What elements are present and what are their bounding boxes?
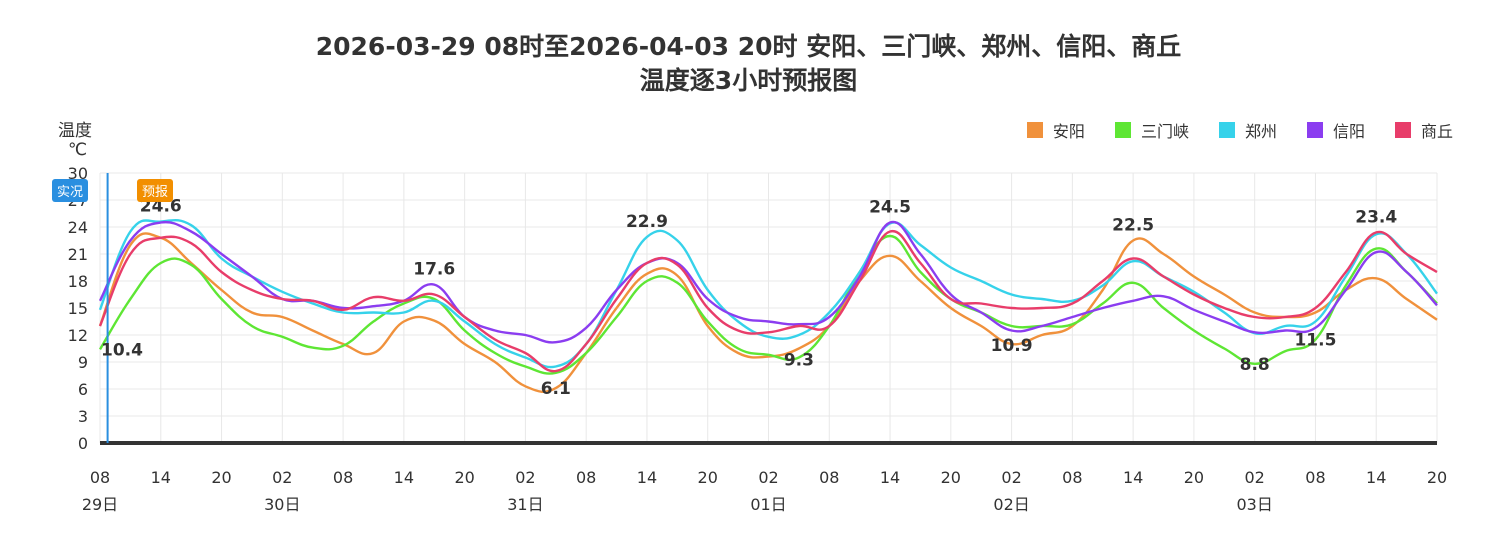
legend-swatch: [1394, 122, 1411, 138]
y-tick-label: 12: [68, 326, 88, 345]
x-day-label: 30日: [264, 495, 300, 514]
data-label: 10.4: [101, 340, 143, 360]
x-tick-label: 08: [1305, 468, 1325, 487]
chart-title-line2: 温度逐3小时预报图: [639, 66, 858, 95]
forecast-badge: 预报: [137, 179, 174, 202]
x-tick-label: 08: [333, 468, 353, 487]
y-tick-label: 24: [68, 218, 88, 237]
legend-label: 商丘: [1420, 122, 1453, 141]
data-label: 10.9: [991, 336, 1033, 356]
x-tick-label: 20: [454, 468, 474, 487]
y-tick-label: 30: [68, 164, 88, 183]
observed-badge: 实况: [52, 179, 89, 202]
y-tick-label: 21: [68, 245, 88, 264]
x-tick-label: 02: [515, 468, 535, 487]
legend-item[interactable]: 郑州: [1218, 118, 1277, 142]
x-tick-label: 14: [637, 468, 657, 487]
legend-label: 三门峡: [1140, 122, 1189, 141]
x-tick-label: 02: [1245, 468, 1265, 487]
y-axis-label: 温度: [58, 121, 92, 141]
x-tick-label: 02: [758, 468, 778, 487]
data-label: 22.9: [626, 212, 668, 232]
x-tick-label: 14: [394, 468, 414, 487]
y-tick-label: 0: [78, 434, 88, 453]
legend-label: 信阳: [1332, 122, 1365, 141]
x-day-label: 31日: [507, 495, 543, 514]
y-tick-label: 15: [68, 299, 88, 318]
data-label: 24.5: [869, 198, 911, 218]
data-label: 6.1: [541, 379, 571, 399]
legend-item[interactable]: 商丘: [1394, 118, 1453, 142]
y-tick-label: 18: [68, 272, 88, 291]
x-tick-label: 20: [211, 468, 231, 487]
data-label: 22.5: [1112, 216, 1154, 236]
y-axis-unit: ℃: [68, 140, 88, 160]
y-tick-label: 3: [78, 407, 88, 426]
data-label: 17.6: [413, 260, 455, 280]
x-tick-label: 20: [698, 468, 718, 487]
x-tick-label: 20: [941, 468, 961, 487]
y-tick-label: 6: [78, 380, 88, 399]
legend-item[interactable]: 三门峡: [1114, 118, 1189, 142]
data-label: 9.3: [784, 350, 814, 370]
x-tick-label: 08: [819, 468, 839, 487]
legend-swatch: [1114, 122, 1131, 138]
x-tick-label: 14: [151, 468, 171, 487]
chart-title-line1: 2026-03-29 08时至2026-04-03 20时 安阳、三门峡、郑州、…: [315, 32, 1182, 61]
legend-swatch: [1026, 122, 1043, 138]
x-day-label: 03日: [1236, 495, 1272, 514]
x-tick-label: 20: [1184, 468, 1204, 487]
x-tick-label: 08: [576, 468, 596, 487]
y-tick-label: 9: [78, 353, 88, 372]
data-label: 8.8: [1240, 355, 1270, 375]
series-line-安阳: [98, 232, 1438, 394]
data-label: 11.5: [1294, 331, 1336, 351]
legend-swatch: [1306, 122, 1323, 138]
legend: 安阳 三门峡 郑州 信阳 商丘: [1026, 118, 1453, 142]
x-tick-label: 14: [880, 468, 900, 487]
x-tick-label: 20: [1427, 468, 1447, 487]
series-line-三门峡: [98, 234, 1438, 375]
x-day-label: 02日: [993, 495, 1029, 514]
legend-item[interactable]: 安阳: [1026, 118, 1085, 142]
legend-item[interactable]: 信阳: [1306, 118, 1365, 142]
x-tick-label: 02: [272, 468, 292, 487]
legend-label: 郑州: [1244, 122, 1277, 141]
legend-label: 安阳: [1052, 122, 1085, 141]
data-label: 23.4: [1355, 207, 1397, 227]
x-day-label: 01日: [750, 495, 786, 514]
x-tick-label: 02: [1001, 468, 1021, 487]
series-line-商丘: [98, 230, 1438, 373]
legend-swatch: [1218, 122, 1235, 138]
x-tick-label: 08: [1062, 468, 1082, 487]
x-tick-label: 14: [1366, 468, 1386, 487]
x-tick-label: 14: [1123, 468, 1143, 487]
x-day-label: 29日: [82, 495, 118, 514]
x-tick-label: 08: [90, 468, 110, 487]
